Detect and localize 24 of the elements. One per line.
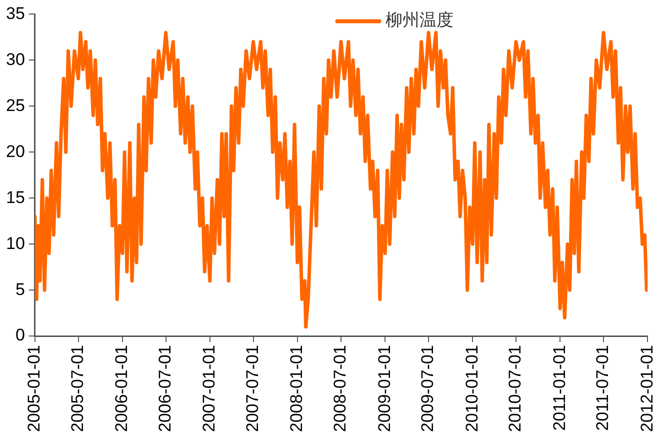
y-tick-label: 5 [15,280,25,299]
y-tick-label: 15 [6,188,25,207]
y-tick-label: 10 [6,234,25,253]
x-tick-label: 2005-01-01 [24,345,44,432]
y-tick-label: 30 [6,50,25,69]
x-tick-label: 2010-07-01 [506,345,525,432]
x-tick-label: 2008-01-01 [287,345,306,432]
x-tick-label: 2006-01-01 [112,345,132,432]
x-tick-label: 2011-01-01 [550,345,569,431]
x-tick-label: 2011-07-01 [593,345,612,431]
x-tick-label: 2008-07-01 [330,345,350,432]
x-tick-label: 2005-07-01 [68,345,87,432]
x-tick-label: 2006-07-01 [155,345,174,432]
x-tick-label: 2010-01-01 [462,345,482,432]
x-tick-label: 2007-07-01 [242,345,262,432]
y-tick-label: 0 [15,326,25,345]
y-tick-label: 35 [6,4,25,23]
y-tick-label: 20 [6,142,25,161]
x-tick-label: 2009-01-01 [374,345,394,432]
legend-label: 柳州温度 [385,10,454,31]
x-tick-label: 2012-01-01 [637,345,656,432]
y-tick-label: 25 [6,96,25,115]
x-tick-label: 2007-01-01 [200,345,219,432]
x-tick-label: 2009-07-01 [418,345,438,432]
